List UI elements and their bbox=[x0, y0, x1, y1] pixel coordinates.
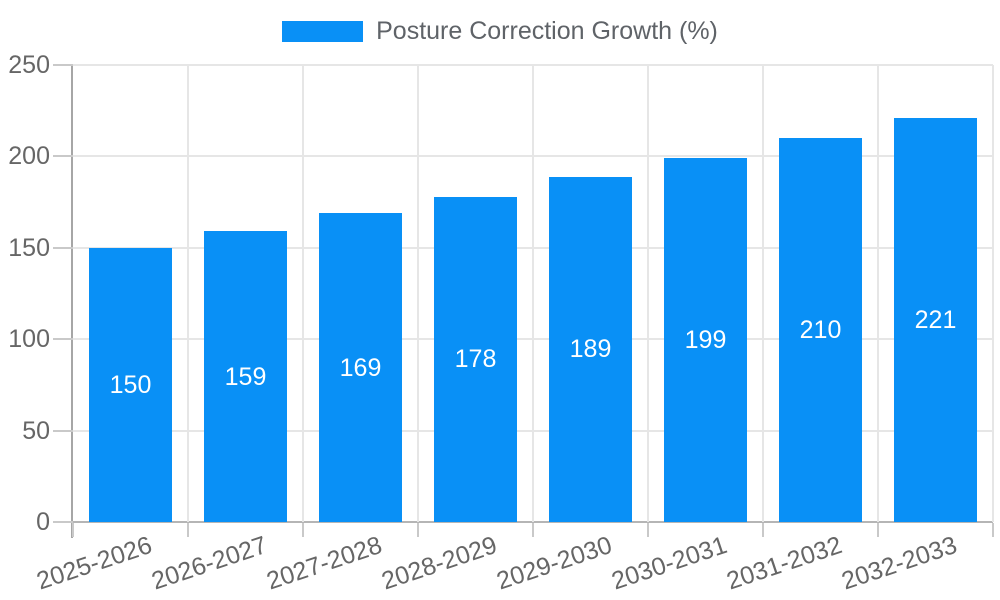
y-axis-tick bbox=[53, 521, 73, 523]
x-axis-tick bbox=[992, 523, 994, 537]
y-axis-tick bbox=[53, 64, 73, 66]
gridline-vertical bbox=[762, 65, 764, 522]
y-axis-tick bbox=[53, 338, 73, 341]
x-axis-category-label: 2025-2026 bbox=[33, 531, 156, 596]
bar-value-label: 169 bbox=[339, 353, 382, 382]
bar-value-label: 221 bbox=[914, 306, 957, 334]
y-axis-tick bbox=[53, 155, 73, 158]
gridline-vertical bbox=[992, 65, 994, 522]
x-axis-tick bbox=[647, 523, 649, 537]
bar bbox=[319, 213, 402, 522]
gridline-vertical bbox=[532, 65, 534, 522]
gridline-vertical bbox=[877, 65, 879, 522]
bar-value-label: 199 bbox=[684, 326, 727, 355]
legend-series-label: Posture Correction Growth (%) bbox=[376, 17, 718, 45]
bar bbox=[894, 118, 977, 522]
gridline-vertical bbox=[417, 65, 419, 522]
y-axis-tick bbox=[53, 429, 73, 432]
bar bbox=[664, 158, 747, 522]
y-axis-tick-label: 50 bbox=[22, 416, 50, 445]
x-axis-baseline bbox=[73, 521, 993, 523]
legend: Posture Correction Growth (%) bbox=[0, 17, 1000, 46]
x-axis-tick bbox=[187, 523, 189, 537]
y-axis-tick-label: 150 bbox=[8, 233, 50, 262]
x-axis-category-label: 2027-2028 bbox=[263, 531, 386, 596]
gridline-vertical bbox=[302, 65, 304, 522]
x-axis-category-label: 2032-2033 bbox=[838, 531, 961, 596]
y-axis-line bbox=[71, 65, 73, 538]
bar bbox=[434, 196, 517, 522]
bar-value-label: 178 bbox=[454, 345, 497, 374]
y-axis-tick-label: 250 bbox=[8, 51, 50, 79]
x-axis-tick bbox=[532, 523, 534, 537]
x-axis-tick bbox=[417, 523, 419, 537]
bar-value-label: 150 bbox=[109, 370, 152, 399]
x-axis-tick bbox=[72, 523, 74, 537]
y-axis-tick-label: 200 bbox=[8, 142, 50, 171]
x-axis-tick bbox=[762, 523, 764, 537]
bar bbox=[89, 247, 172, 522]
bar bbox=[204, 231, 287, 522]
x-axis-category-label: 2026-2027 bbox=[148, 531, 271, 596]
bar-value-label: 159 bbox=[224, 362, 267, 391]
bar bbox=[779, 138, 862, 522]
bar-value-label: 210 bbox=[799, 316, 842, 345]
y-axis-tick-label: 100 bbox=[8, 325, 50, 354]
y-axis-tick-label: 0 bbox=[36, 508, 50, 536]
x-axis-tick bbox=[302, 523, 304, 537]
gridline-vertical bbox=[187, 65, 189, 522]
x-axis-category-label: 2030-2031 bbox=[608, 531, 731, 596]
legend-swatch bbox=[282, 21, 364, 42]
bar-value-label: 189 bbox=[569, 335, 612, 364]
x-axis-tick bbox=[877, 523, 879, 537]
y-axis-tick bbox=[53, 246, 73, 249]
gridline-vertical bbox=[647, 65, 649, 522]
x-axis-category-label: 2028-2029 bbox=[378, 531, 501, 596]
x-axis-category-label: 2031-2032 bbox=[723, 531, 846, 596]
bar bbox=[549, 176, 632, 522]
plot-area: 150 159 169 178 189 199 210 221 bbox=[73, 64, 994, 523]
x-axis-category-label: 2029-2030 bbox=[493, 531, 616, 596]
